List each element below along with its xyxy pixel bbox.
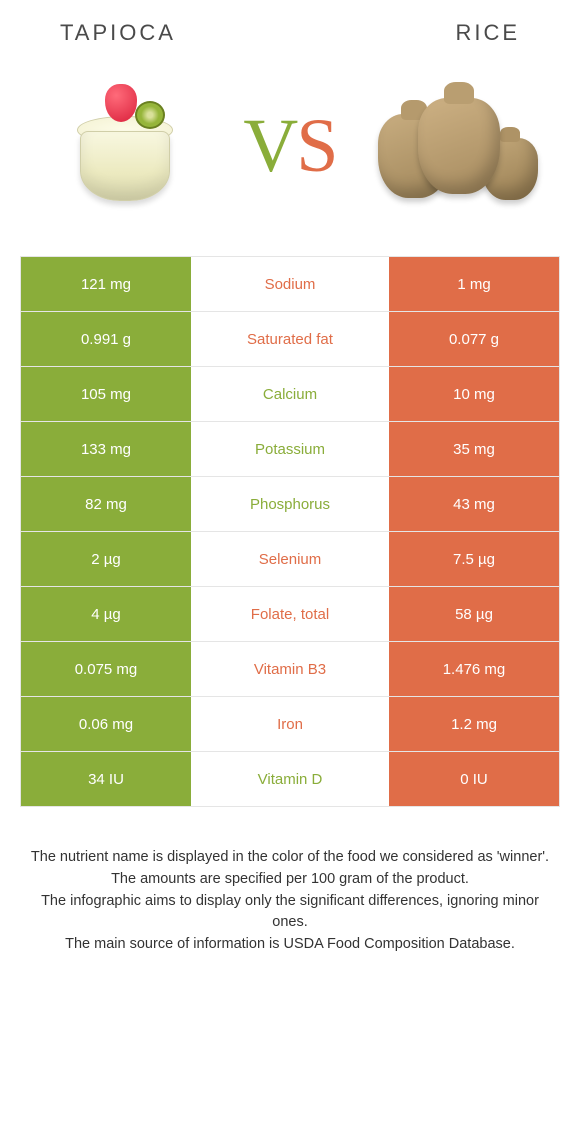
left-value-cell: 82 mg	[21, 477, 191, 531]
infographic-container: TAPIOCA RICE VS 121 mgSodium1 mg0.991 gS…	[0, 0, 580, 986]
left-value-cell: 105 mg	[21, 367, 191, 421]
nutrient-name-cell: Saturated fat	[191, 312, 389, 366]
nutrient-name-cell: Vitamin B3	[191, 642, 389, 696]
left-food-image	[40, 66, 210, 226]
right-value-cell: 1.476 mg	[389, 642, 559, 696]
right-value-cell: 43 mg	[389, 477, 559, 531]
rice-sacks-icon	[370, 76, 540, 216]
right-value-cell: 1 mg	[389, 257, 559, 311]
left-value-cell: 0.075 mg	[21, 642, 191, 696]
footnote-line: The amounts are specified per 100 gram o…	[30, 869, 550, 891]
tapioca-icon	[65, 86, 185, 206]
header-images-row: VS	[20, 56, 560, 256]
table-row: 0.06 mgIron1.2 mg	[21, 696, 559, 751]
table-row: 133 mgPotassium35 mg	[21, 421, 559, 476]
nutrient-name-cell: Calcium	[191, 367, 389, 421]
footnote-line: The main source of information is USDA F…	[30, 934, 550, 956]
table-row: 82 mgPhosphorus43 mg	[21, 476, 559, 531]
nutrient-name-cell: Iron	[191, 697, 389, 751]
left-value-cell: 121 mg	[21, 257, 191, 311]
left-value-cell: 4 µg	[21, 587, 191, 641]
right-value-cell: 0 IU	[389, 752, 559, 806]
footnotes: The nutrient name is displayed in the co…	[20, 847, 560, 956]
right-value-cell: 7.5 µg	[389, 532, 559, 586]
nutrient-name-cell: Sodium	[191, 257, 389, 311]
right-value-cell: 10 mg	[389, 367, 559, 421]
table-row: 105 mgCalcium10 mg	[21, 366, 559, 421]
nutrient-name-cell: Selenium	[191, 532, 389, 586]
left-value-cell: 133 mg	[21, 422, 191, 476]
left-food-title: TAPIOCA	[60, 20, 176, 46]
right-value-cell: 1.2 mg	[389, 697, 559, 751]
nutrient-name-cell: Folate, total	[191, 587, 389, 641]
footnote-line: The infographic aims to display only the…	[30, 891, 550, 935]
right-food-image	[370, 66, 540, 226]
right-food-title: RICE	[455, 20, 520, 46]
table-row: 34 IUVitamin D0 IU	[21, 751, 559, 806]
table-row: 4 µgFolate, total58 µg	[21, 586, 559, 641]
left-value-cell: 34 IU	[21, 752, 191, 806]
nutrient-name-cell: Vitamin D	[191, 752, 389, 806]
left-value-cell: 2 µg	[21, 532, 191, 586]
right-value-cell: 0.077 g	[389, 312, 559, 366]
vs-label: VS	[243, 103, 336, 190]
table-row: 121 mgSodium1 mg	[21, 256, 559, 311]
table-row: 2 µgSelenium7.5 µg	[21, 531, 559, 586]
right-value-cell: 35 mg	[389, 422, 559, 476]
footnote-line: The nutrient name is displayed in the co…	[30, 847, 550, 869]
header-titles: TAPIOCA RICE	[20, 20, 560, 46]
table-row: 0.991 gSaturated fat0.077 g	[21, 311, 559, 366]
table-row: 0.075 mgVitamin B31.476 mg	[21, 641, 559, 696]
left-value-cell: 0.06 mg	[21, 697, 191, 751]
right-value-cell: 58 µg	[389, 587, 559, 641]
nutrient-comparison-table: 121 mgSodium1 mg0.991 gSaturated fat0.07…	[20, 256, 560, 807]
left-value-cell: 0.991 g	[21, 312, 191, 366]
nutrient-name-cell: Potassium	[191, 422, 389, 476]
nutrient-name-cell: Phosphorus	[191, 477, 389, 531]
